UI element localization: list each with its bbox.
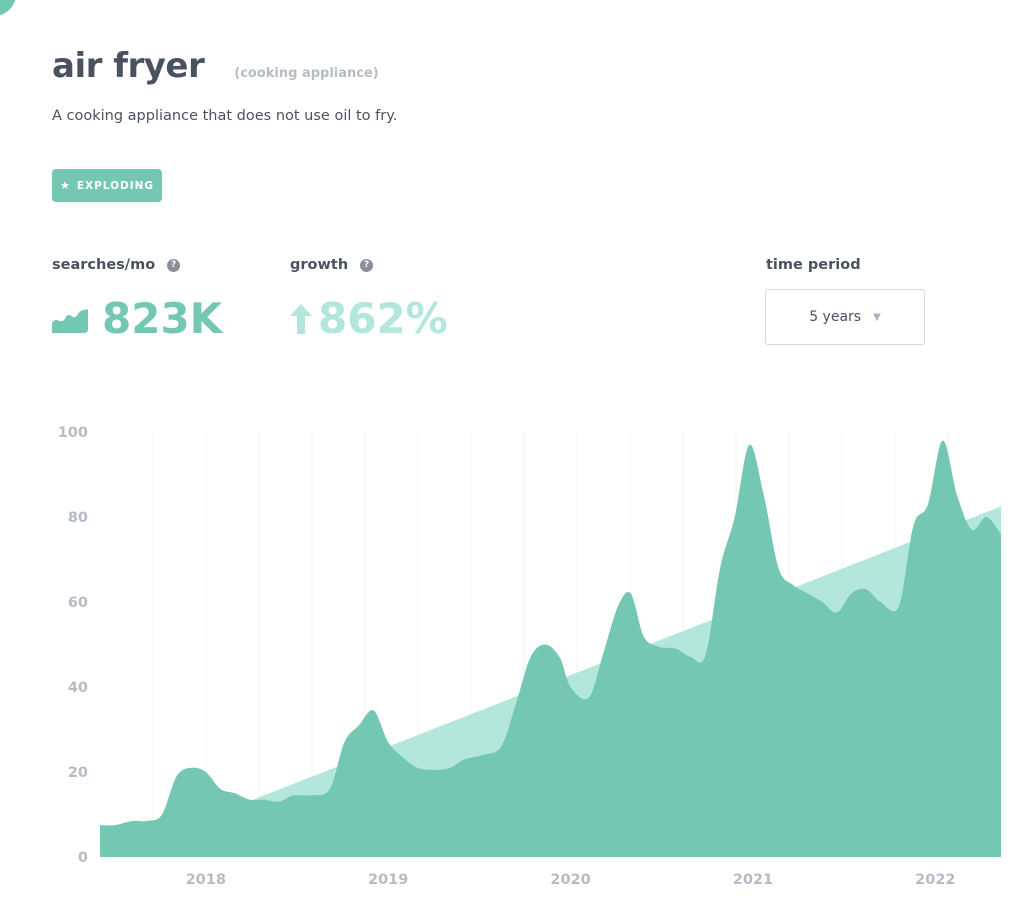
y-tick-label: 100 <box>58 425 88 441</box>
y-tick-label: 0 <box>78 850 88 866</box>
searches-value: 823K <box>102 294 223 343</box>
page-title: air fryer <box>52 46 205 86</box>
x-tick-label: 2019 <box>368 872 408 888</box>
category-label: (cooking appliance) <box>234 66 379 81</box>
y-tick-label: 80 <box>68 510 88 526</box>
growth-label-text: growth <box>290 257 349 273</box>
x-tick-label: 2020 <box>550 872 590 888</box>
searches-stat: 823K <box>52 294 222 343</box>
searches-label-text: searches/mo <box>52 257 156 273</box>
chevron-down-icon: ▼ <box>873 311 881 323</box>
y-tick-label: 60 <box>68 595 88 611</box>
time-period-dropdown[interactable]: 5 years ▼ <box>765 289 925 345</box>
help-icon[interactable]: ? <box>167 258 181 272</box>
status-badge-label: EXPLODING <box>76 179 155 192</box>
help-icon[interactable]: ? <box>360 258 374 272</box>
search-volume-chart: 0 20 40 60 80 100 2018 2019 2020 2021 2022 <box>58 425 1001 888</box>
corner-decoration <box>0 0 16 16</box>
mini-area-chart-icon <box>52 308 88 333</box>
search-volume-area <box>100 440 1001 857</box>
time-period-label: time period <box>766 257 861 273</box>
x-tick-label: 2022 <box>915 872 955 888</box>
searches-label: searches/mo ? <box>52 257 181 273</box>
y-tick-label: 20 <box>68 765 88 781</box>
star-icon: ★ <box>59 179 71 192</box>
description: A cooking appliance that does not use oi… <box>52 108 398 124</box>
growth-stat: 862% <box>288 294 448 343</box>
y-tick-label: 40 <box>68 680 88 696</box>
time-period-value: 5 years <box>809 309 862 325</box>
growth-label: growth ? <box>290 257 374 273</box>
growth-value: 862% <box>318 294 448 343</box>
header: air fryer (cooking appliance) <box>52 46 379 86</box>
x-tick-label: 2021 <box>733 872 773 888</box>
x-tick-label: 2018 <box>186 872 226 888</box>
time-period-label-text: time period <box>766 257 861 273</box>
status-badge: ★ EXPLODING <box>52 169 162 202</box>
arrow-up-icon <box>290 303 312 334</box>
